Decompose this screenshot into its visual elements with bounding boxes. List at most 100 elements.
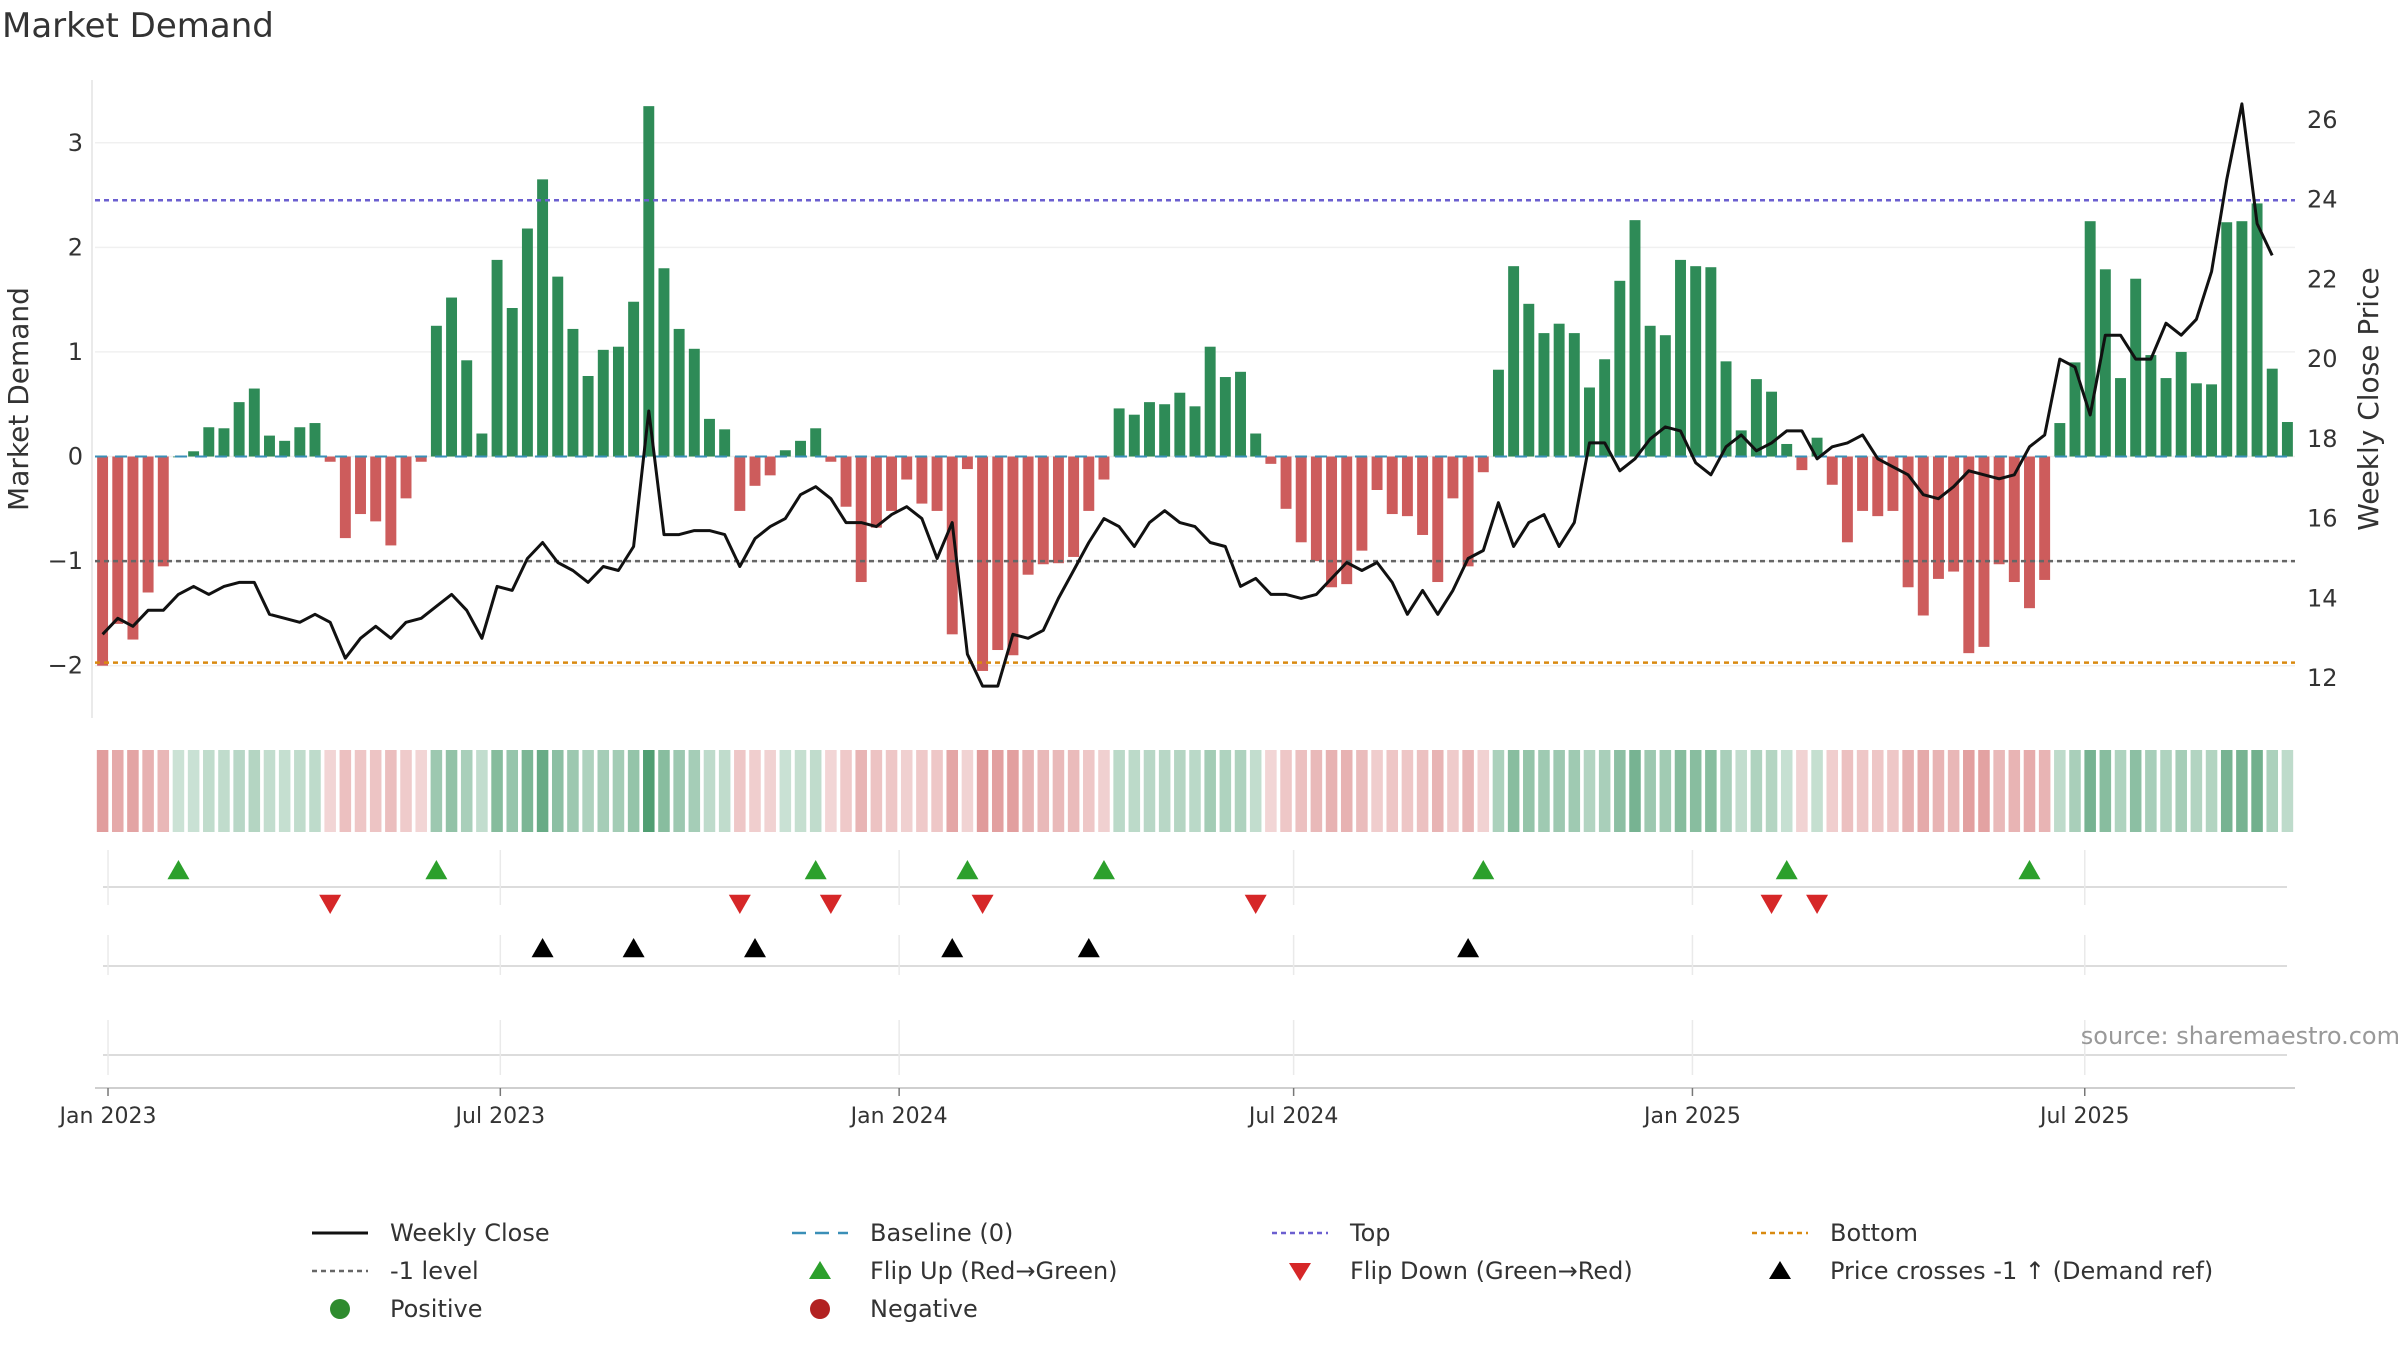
demand-bar: [916, 456, 928, 504]
demand-bar: [1690, 266, 1702, 457]
price-cross-marker: [622, 938, 645, 958]
legend-swatch-icon: [809, 1261, 831, 1279]
legend-item: Price crosses -1 ↑ (Demand ref): [1750, 1256, 2213, 1286]
demand-bar: [1341, 456, 1353, 585]
demand-bar: [643, 106, 655, 457]
demand-bar: [1113, 408, 1125, 457]
demand-bar: [1629, 220, 1641, 457]
heat-strip-cell: [567, 750, 579, 832]
heat-strip-cell: [521, 750, 534, 832]
flip-up-marker: [425, 860, 448, 880]
y2-tick-label: 14: [2307, 584, 2338, 612]
demand-bar: [385, 456, 397, 546]
demand-bar: [1295, 456, 1307, 543]
flip-down-marker: [728, 894, 751, 914]
heat-strip-cell: [1507, 750, 1520, 832]
demand-bar: [400, 456, 412, 499]
heat-strip-cell: [1022, 750, 1034, 832]
demand-bar: [1447, 456, 1459, 499]
heat-strip-cell: [1007, 750, 1019, 832]
heat-strip-cell: [825, 750, 837, 832]
demand-bar: [1932, 456, 1944, 579]
heat-strip-cell: [1841, 750, 1854, 832]
demand-bar: [1705, 267, 1717, 457]
y2-axis-label: Weekly Close Price: [2352, 267, 2385, 530]
demand-bar: [1235, 371, 1246, 457]
flip-down-marker: [971, 894, 994, 914]
demand-bar: [719, 429, 731, 457]
demand-bar: [855, 456, 867, 583]
demand-bar: [2251, 203, 2263, 457]
heat-strip-cell: [1371, 750, 1383, 832]
heat-strip-cell: [324, 750, 336, 832]
demand-bar: [2281, 422, 2293, 457]
heat-strip-cell: [1356, 750, 1368, 832]
heat-strip-cell: [1280, 750, 1292, 832]
demand-bar: [567, 328, 579, 457]
heat-strip-cell: [1098, 750, 1110, 832]
legend-swatch-icon: [312, 1269, 368, 1273]
heat-strip-cell: [111, 750, 124, 832]
heat-strip-cell: [1249, 750, 1262, 832]
demand-bar: [537, 179, 549, 457]
heat-strip-cell: [96, 750, 109, 832]
legend-item: -1 level: [310, 1256, 479, 1286]
heat-strip-cell: [764, 750, 776, 832]
demand-bar: [142, 456, 154, 593]
demand-bar: [734, 456, 746, 511]
demand-bar: [749, 456, 761, 486]
heat-strip-cell: [1993, 750, 2005, 832]
heat-strip-cell: [2251, 750, 2263, 832]
demand-bar: [1523, 303, 1535, 457]
demand-bar: [2130, 278, 2142, 457]
demand-bar: [1326, 456, 1338, 588]
heat-strip-cell: [233, 750, 245, 832]
demand-bar: [1917, 456, 1929, 616]
demand-bar: [506, 308, 518, 457]
demand-bar: [1766, 391, 1778, 457]
heat-strip-cell: [172, 750, 185, 832]
heat-strip-cell: [263, 750, 276, 832]
legend-swatch-shape: [810, 1299, 830, 1319]
heat-strip-cell: [1765, 750, 1778, 832]
price-cross-marker: [1457, 938, 1480, 958]
heat-strip-cell: [1083, 750, 1095, 832]
demand-bar: [1144, 402, 1155, 457]
heat-strip-cell: [2023, 750, 2036, 832]
weekly-close-line: [101, 102, 2274, 688]
heat-strip-cell: [142, 750, 154, 832]
heat-strip-cell: [1174, 750, 1186, 832]
demand-bar: [294, 427, 306, 457]
demand-bar: [370, 456, 382, 522]
heat-strip-cell: [1189, 750, 1201, 832]
legend-label: Baseline (0): [870, 1219, 1014, 1247]
heat-strip-cell: [900, 750, 913, 832]
demand-bar: [127, 456, 139, 640]
demand-bar: [1280, 456, 1292, 509]
demand-bar: [309, 423, 321, 457]
demand-bar: [1902, 456, 1914, 588]
heat-strip-cell: [385, 750, 397, 832]
legend-item: Flip Up (Red→Green): [790, 1256, 1118, 1286]
demand-bar: [2115, 378, 2126, 457]
heat-strip-cell: [2038, 750, 2051, 832]
heat-strip-cell: [1963, 750, 1975, 832]
demand-bar: [1963, 456, 1975, 654]
demand-bar: [1492, 369, 1504, 457]
heat-strip-cell: [1902, 750, 1914, 832]
legend-item: Flip Down (Green→Red): [1270, 1256, 1633, 1286]
demand-bar: [1599, 359, 1611, 457]
demand-bar: [279, 440, 291, 457]
price-cross-marker: [1077, 938, 1100, 958]
demand-bar: [2206, 384, 2218, 457]
flip-down-marker: [1760, 894, 1783, 914]
legend-swatch-icon: [1289, 1263, 1311, 1281]
heat-strip-cell: [2008, 750, 2021, 832]
legend-swatch-shape: [1769, 1261, 1791, 1279]
legend-swatch-icon: [810, 1299, 830, 1319]
demand-bar: [1083, 456, 1095, 511]
demand-bar: [2024, 456, 2035, 609]
legend-swatch-icon: [1752, 1231, 1808, 1235]
demand-bar: [1508, 266, 1520, 457]
demand-bar: [2266, 368, 2278, 457]
